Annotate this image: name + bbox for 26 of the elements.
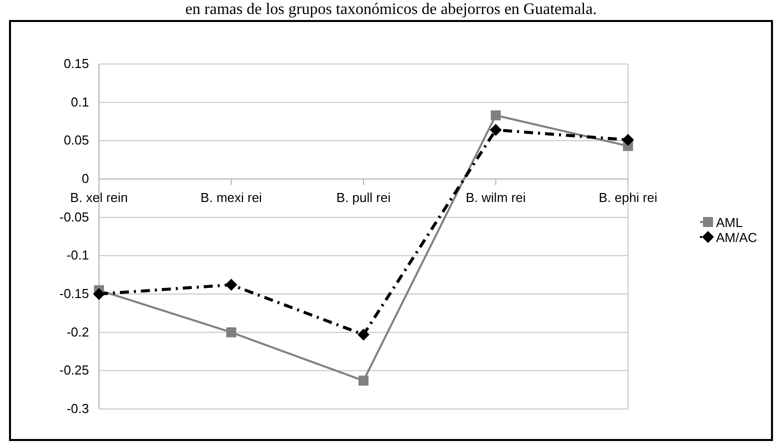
point (93, 288, 105, 300)
y-tick-label: -0.1 (66, 248, 89, 263)
x-tick-label: B. mexi rei (200, 190, 262, 205)
point (490, 124, 502, 136)
y-tick-label: 0 (82, 171, 89, 186)
x-tick-label: B. ephi rei (598, 190, 658, 205)
legend-label: AML (716, 215, 743, 230)
y-tick-label: -0.15 (59, 286, 89, 301)
y-tick-label: -0.3 (66, 401, 89, 416)
x-tick-label: B. pull rei (336, 190, 391, 205)
point (358, 376, 368, 386)
y-tick-label: -0.05 (59, 209, 89, 224)
y-tick-label: -0.25 (59, 362, 89, 378)
point (225, 278, 238, 291)
y-tick-label: 0.05 (64, 132, 89, 148)
point (622, 134, 634, 146)
point (226, 327, 236, 338)
legend-label: AM/AC (716, 230, 758, 245)
point (490, 110, 501, 120)
y-tick-label: 0.15 (64, 56, 89, 71)
chart-title: en ramas de los grupos taxonómicos de abejorros en Guatemala. (185, 1, 597, 18)
y-tick-label: 0.1 (70, 94, 89, 110)
x-tick-label: B. wilm rei (466, 190, 526, 205)
y-tick-label: -0.2 (66, 324, 89, 340)
x-tick-label: B. xel rein (70, 190, 128, 205)
point (358, 328, 370, 341)
